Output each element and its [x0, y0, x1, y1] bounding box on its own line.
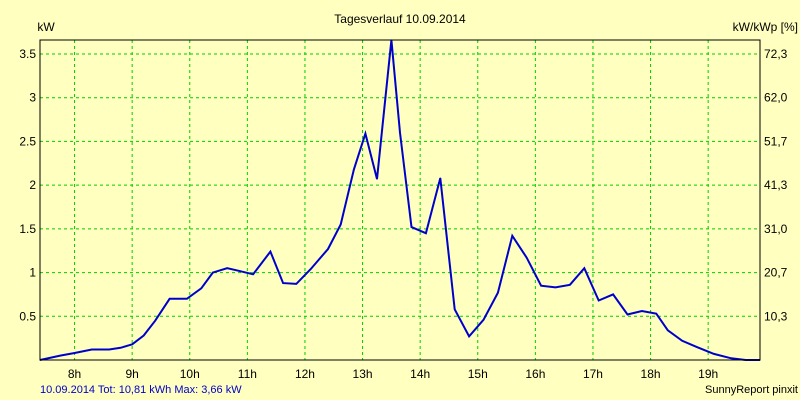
data-point — [340, 223, 342, 226]
data-point — [713, 353, 715, 355]
data-point — [583, 267, 585, 269]
y-axis-label-left: kW — [37, 20, 55, 34]
data-point — [327, 248, 329, 250]
data-point — [226, 267, 228, 269]
data-point — [295, 283, 297, 285]
data-point — [310, 268, 312, 270]
y-tick-label: 2 — [29, 178, 36, 192]
data-point — [730, 357, 732, 359]
footer-credit: SunnyReport pinxit — [705, 384, 798, 396]
data-point — [497, 292, 499, 294]
data-point — [108, 348, 110, 351]
plot-frame — [39, 39, 761, 361]
data-point — [353, 168, 355, 170]
series-line — [39, 39, 760, 361]
y2-tick-label: 31,0 — [764, 222, 788, 236]
data-point — [410, 226, 413, 228]
data-point — [667, 329, 669, 331]
data-point — [120, 347, 122, 349]
data-point — [154, 320, 156, 322]
footer-summary: 10.09.2014 Tot: 10,81 kWh Max: 3,66 kW — [40, 384, 242, 396]
y2-tick-label: 10,3 — [764, 309, 788, 323]
data-point — [186, 298, 188, 300]
data-point — [454, 308, 456, 310]
data-point — [468, 335, 470, 337]
data-point — [269, 251, 271, 253]
x-tick-label: 18h — [641, 367, 661, 381]
y-tick-label: 1.5 — [19, 222, 36, 236]
data-point — [641, 310, 643, 312]
x-tick-label: 10h — [180, 367, 200, 381]
data-point — [439, 177, 441, 179]
data-point — [540, 285, 542, 287]
y-axis-label-right: kW/kWp [%] — [733, 20, 798, 34]
data-point — [655, 313, 657, 315]
data-point — [598, 299, 600, 302]
data-point — [569, 284, 571, 286]
data-point — [91, 348, 93, 351]
y-tick-label: 1 — [29, 266, 36, 280]
y2-tick-label: 41,3 — [764, 178, 788, 192]
x-tick-label: 15h — [468, 367, 488, 381]
data-point — [399, 132, 401, 134]
data-point — [238, 270, 240, 272]
x-tick-label: 11h — [238, 367, 257, 381]
data-point — [143, 334, 145, 337]
y2-tick-label: 62,0 — [764, 91, 788, 105]
y-tick-label: 2.5 — [19, 134, 36, 148]
data-point — [626, 313, 629, 316]
data-point — [212, 272, 214, 274]
y2-tick-label: 72,3 — [764, 47, 788, 61]
data-point — [282, 282, 284, 284]
data-point — [681, 340, 683, 342]
series-layer — [39, 39, 761, 361]
grid — [40, 40, 760, 360]
data-point — [511, 235, 513, 237]
x-tick-label: 16h — [525, 367, 545, 381]
data-point — [169, 298, 171, 300]
x-tick-label: 14h — [410, 367, 430, 381]
data-point — [376, 178, 378, 180]
data-point — [200, 287, 202, 289]
data-point — [364, 133, 366, 135]
data-point — [59, 355, 61, 357]
x-axis-ticks: 8h 9h 10h 11h 12h 13h 14h 15h 16h 17h 18h 19h — [68, 367, 718, 381]
y-axis-ticks-left: 0.5 1 1.5 2 2.5 3 3.5 — [19, 47, 36, 323]
x-tick-label: 13h — [353, 367, 373, 381]
x-tick-label: 12h — [295, 367, 315, 381]
y-axis-ticks-right: 10,3 20,7 31,0 41,3 51,7 62,0 72,3 — [764, 47, 788, 323]
x-tick-label: 8h — [68, 367, 81, 381]
data-point — [696, 346, 698, 348]
data-point — [526, 257, 528, 259]
data-point — [554, 286, 557, 288]
plot-background — [40, 40, 760, 360]
data-point — [74, 352, 76, 354]
data-point — [252, 273, 254, 275]
y-tick-label: 0.5 — [19, 309, 36, 323]
data-point — [612, 293, 614, 295]
plot-area — [39, 39, 761, 361]
x-tick-label: 9h — [125, 367, 138, 381]
y-tick-label: 3 — [29, 91, 36, 105]
chart-title: Tagesverlauf 10.09.2014 — [334, 12, 466, 26]
data-point — [425, 232, 427, 234]
x-tick-label: 17h — [583, 367, 603, 381]
data-point — [482, 319, 485, 321]
x-tick-label: 19h — [698, 367, 718, 381]
data-point — [131, 343, 133, 345]
y2-tick-label: 51,7 — [764, 134, 788, 148]
y2-tick-label: 20,7 — [764, 266, 788, 280]
y-tick-label: 3.5 — [19, 47, 36, 61]
